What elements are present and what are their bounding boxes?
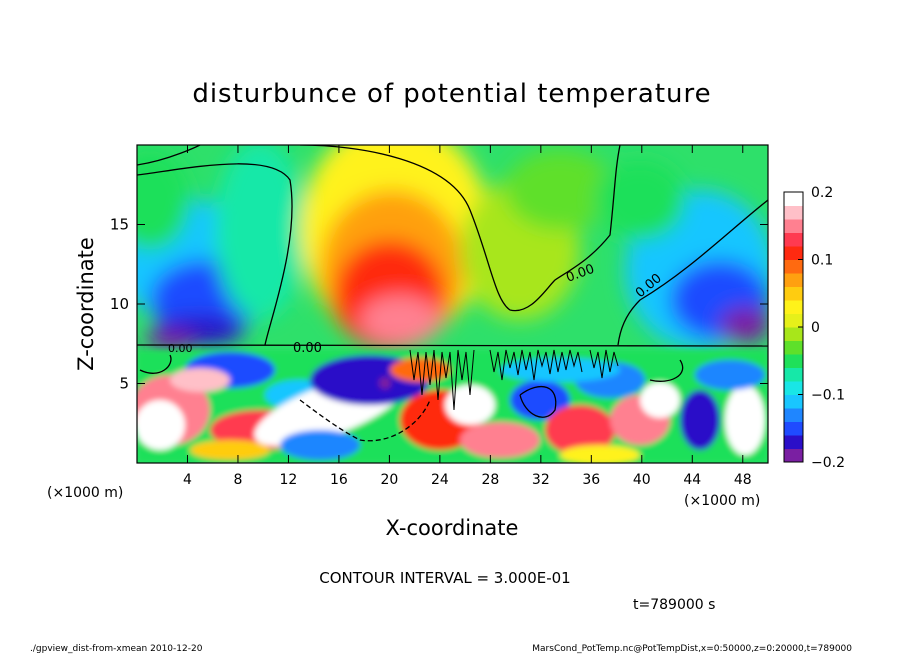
colorbar-swatch <box>784 367 803 382</box>
y-tick-label: 15 <box>110 216 129 234</box>
colorbar-tick-label: 0.1 <box>811 253 833 269</box>
x-tick-label: 44 <box>683 472 701 488</box>
contour-lines <box>137 145 768 442</box>
y-tick-label: 5 <box>119 375 129 393</box>
colorbar-tick-label: 0 <box>811 320 820 336</box>
x-tick-label: 40 <box>633 472 651 488</box>
footer-right: MarsCond_PotTemp.nc@PotTempDist,x=0:5000… <box>532 644 852 654</box>
y-axis-label: Z-coordinate <box>74 237 98 371</box>
contour-label-4: 0.00 <box>168 342 193 355</box>
time-text: t=789000 s <box>633 597 715 613</box>
y-axis-ticks: 5 10 15 <box>110 216 768 393</box>
x-tick-label: 28 <box>481 472 499 488</box>
contour-interval-text: CONTOUR INTERVAL = 3.000E-01 <box>319 569 570 587</box>
x-axis-ticks: 4 8 12 16 20 24 28 32 36 40 44 48 <box>183 145 752 488</box>
x-tick-label: 8 <box>233 472 242 488</box>
contour-squiggles <box>409 349 619 411</box>
colorbar-swatch <box>784 205 803 220</box>
colorbar-swatch <box>784 435 803 449</box>
x-units-right: (×1000 m) <box>684 493 760 509</box>
colorbar <box>784 192 803 463</box>
colorbar-tick-label: −0.2 <box>811 455 845 471</box>
y-tick-label: 10 <box>110 295 129 313</box>
colorbar-swatch <box>784 421 803 436</box>
x-tick-label: 16 <box>330 472 348 488</box>
colorbar-swatch <box>784 394 803 409</box>
colorbar-tick-label: −0.1 <box>811 388 845 404</box>
x-tick-label: 20 <box>380 472 398 488</box>
x-tick-label: 4 <box>183 472 192 488</box>
x-tick-label: 24 <box>431 472 449 488</box>
footer-left: ./gpview_dist-from-xmean 2010-12-20 <box>30 644 203 654</box>
x-units-left: (×1000 m) <box>47 485 123 501</box>
x-tick-label: 32 <box>532 472 550 488</box>
colorbar-swatch <box>784 232 803 247</box>
x-tick-label: 36 <box>582 472 600 488</box>
colorbar-tick-label: 0.2 <box>811 185 833 201</box>
x-tick-label: 48 <box>734 472 752 488</box>
chart-title: disturbunce of potential temperature <box>192 79 711 109</box>
contour-label-1: 0.00 <box>293 341 322 356</box>
colorbar-swatch <box>784 219 803 233</box>
colorbar-ticks: 0.2 0.1 0 −0.1 −0.2 <box>798 185 845 471</box>
x-tick-label: 12 <box>280 472 298 488</box>
colorbar-swatch <box>784 327 803 341</box>
colorbar-swatch <box>784 448 803 463</box>
heatmap-field: 0.00 0.00 0.00 0.00 <box>137 145 768 463</box>
colorbar-swatch <box>784 408 803 422</box>
colorbar-swatch <box>784 381 803 395</box>
colorbar-swatch <box>784 300 803 314</box>
colorbar-swatch <box>784 246 803 260</box>
colorbar-swatch <box>784 286 803 301</box>
colorbar-swatch <box>784 313 803 328</box>
colorbar-swatch <box>784 340 803 355</box>
x-axis-label: X-coordinate <box>386 516 519 540</box>
colorbar-swatch <box>784 192 803 206</box>
colorbar-swatch <box>784 259 803 274</box>
colorbar-swatch <box>784 354 803 368</box>
colorbar-swatch <box>784 273 803 287</box>
